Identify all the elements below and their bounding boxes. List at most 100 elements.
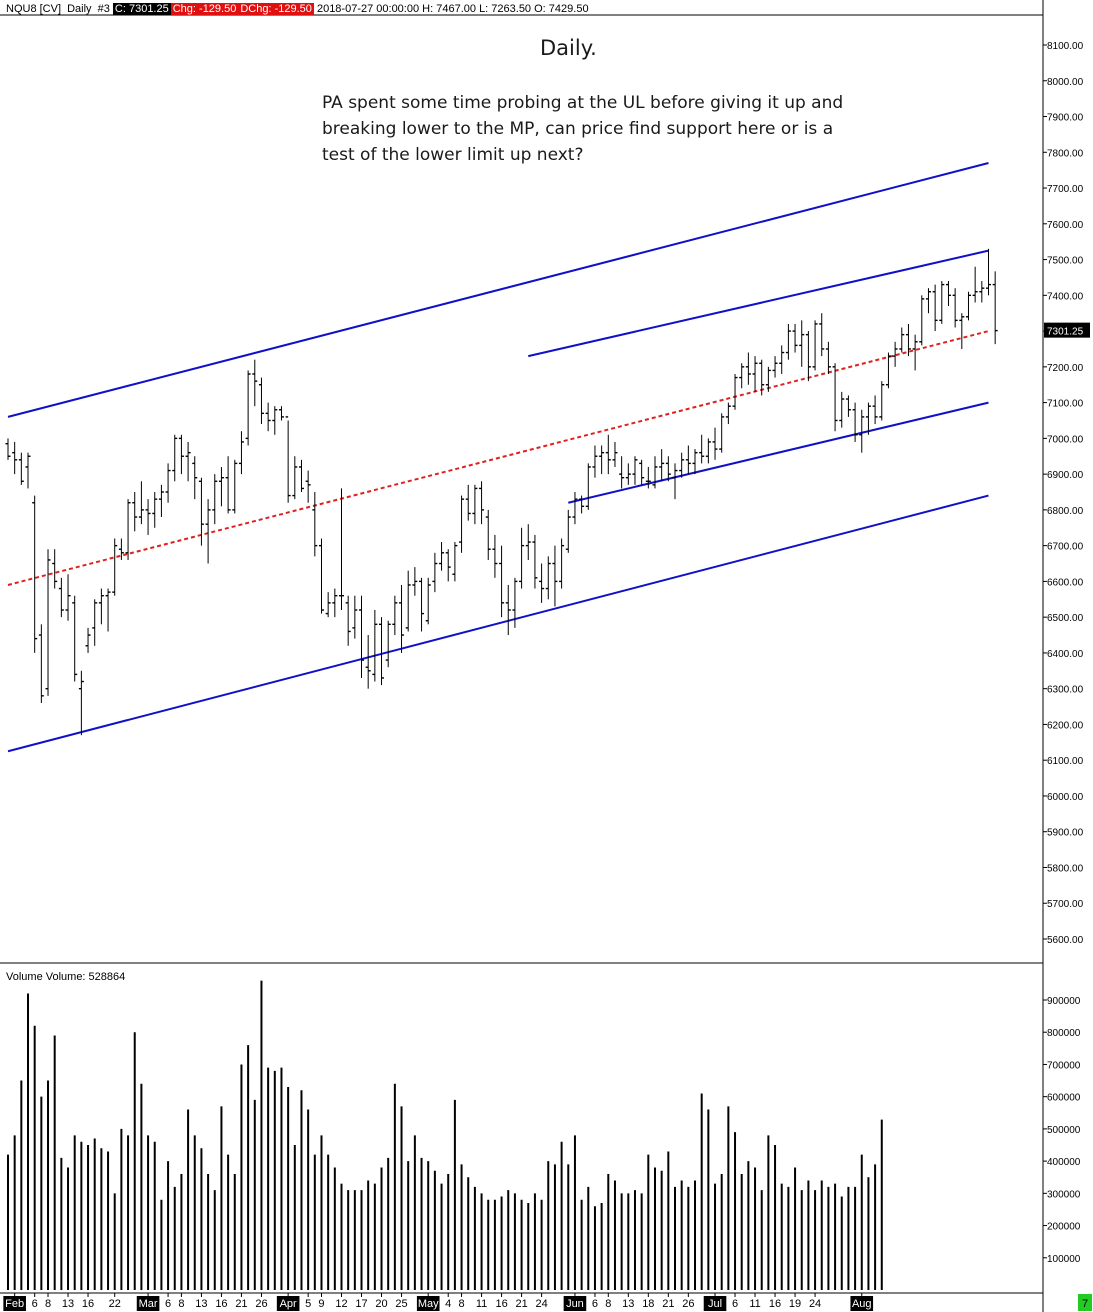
corner-badge: 7 xyxy=(1082,1298,1088,1310)
day-label: 16 xyxy=(769,1298,781,1310)
volume-tick-label: 400000 xyxy=(1047,1157,1081,1168)
volume-tick-label: 300000 xyxy=(1047,1189,1081,1200)
month-label-box xyxy=(136,1296,160,1311)
price-tick-label: 5900.00 xyxy=(1047,828,1084,839)
month-label: May xyxy=(418,1298,439,1310)
price-tick-label: 6200.00 xyxy=(1047,720,1084,731)
month-label: Apr xyxy=(280,1298,297,1310)
day-label: 6 xyxy=(32,1298,38,1310)
day-label: 24 xyxy=(535,1298,547,1310)
day-label: 11 xyxy=(749,1298,760,1310)
month-label-box xyxy=(416,1296,440,1311)
price-tick-label: 5600.00 xyxy=(1047,935,1084,946)
day-label: 26 xyxy=(682,1298,694,1310)
month-label: Mar xyxy=(139,1298,158,1310)
header-chart-num: #3 xyxy=(97,3,110,15)
day-label: 13 xyxy=(195,1298,207,1310)
midline xyxy=(7,330,989,586)
corner-badge-box xyxy=(1078,1294,1092,1311)
volume-tick-label: 800000 xyxy=(1047,1028,1081,1039)
channel-line xyxy=(7,162,989,418)
price-tick-label: 7900.00 xyxy=(1047,113,1084,124)
day-label: 17 xyxy=(355,1298,367,1310)
price-tick-label: 7000.00 xyxy=(1047,434,1084,445)
day-label: 6 xyxy=(732,1298,738,1310)
day-label: 12 xyxy=(335,1298,347,1310)
day-label: 20 xyxy=(375,1298,387,1310)
price-tick-label: 6300.00 xyxy=(1047,685,1084,696)
month-label: Aug xyxy=(852,1298,872,1310)
volume-tick-label: 700000 xyxy=(1047,1060,1081,1071)
month-label-box xyxy=(850,1296,874,1311)
day-label: 8 xyxy=(178,1298,184,1310)
volume-tick-label: 600000 xyxy=(1047,1093,1081,1104)
volume-label: Volume Volume: 528864 xyxy=(6,971,126,983)
header-low: L: 7263.50 xyxy=(479,3,532,15)
price-tick-label: 6700.00 xyxy=(1047,542,1084,553)
price-tick-label: 7600.00 xyxy=(1047,220,1084,231)
day-label: 18 xyxy=(642,1298,654,1310)
price-tick-label: 8100.00 xyxy=(1047,41,1084,52)
month-label-box xyxy=(276,1296,300,1311)
day-label: 9 xyxy=(318,1298,324,1310)
price-tick-label: 5700.00 xyxy=(1047,899,1084,910)
header-datetime: 2018-07-27 00:00:00 xyxy=(316,3,420,15)
month-label-box xyxy=(563,1296,587,1311)
price-tick-label: 6800.00 xyxy=(1047,506,1084,517)
price-tick-label: 7800.00 xyxy=(1047,148,1084,159)
month-label: Jul xyxy=(708,1298,722,1310)
annotation-title: Daily. xyxy=(540,36,597,60)
price-tick-label: 7400.00 xyxy=(1047,291,1084,302)
day-label: 22 xyxy=(109,1298,121,1310)
price-tick-label: 6600.00 xyxy=(1047,577,1084,588)
day-label: 16 xyxy=(495,1298,507,1310)
day-label: 13 xyxy=(62,1298,74,1310)
day-label: 13 xyxy=(622,1298,634,1310)
day-label: 21 xyxy=(515,1298,527,1310)
day-label: 16 xyxy=(82,1298,94,1310)
header-symbol: NQU8 [CV] xyxy=(6,3,62,15)
header-high: H: 7467.00 xyxy=(422,3,476,15)
day-label: 5 xyxy=(305,1298,311,1310)
day-label: 6 xyxy=(592,1298,598,1310)
day-label: 19 xyxy=(789,1298,801,1310)
price-tick-label: 5800.00 xyxy=(1047,863,1084,874)
day-label: 25 xyxy=(395,1298,407,1310)
day-label: 21 xyxy=(662,1298,674,1310)
price-tick-label: 8000.00 xyxy=(1047,77,1084,88)
day-label: 4 xyxy=(445,1298,451,1310)
header-interval: Daily xyxy=(67,3,92,15)
day-label: 8 xyxy=(458,1298,464,1310)
price-tick-label: 7100.00 xyxy=(1047,399,1084,410)
day-label: 26 xyxy=(255,1298,267,1310)
price-tick-label: 6000.00 xyxy=(1047,792,1084,803)
annotation-body: PA spent some time probing at the UL bef… xyxy=(322,93,844,165)
day-label: 11 xyxy=(476,1298,487,1310)
header-dchg-box: DChg: -129.50 xyxy=(238,3,314,15)
header-chg-box: Chg: -129.50 xyxy=(170,3,239,15)
volume-tick-label: 100000 xyxy=(1047,1254,1081,1265)
channel-line xyxy=(528,249,989,358)
price-tick-label: 7200.00 xyxy=(1047,363,1084,374)
last-price-box xyxy=(1044,322,1090,338)
header-open: O: 7429.50 xyxy=(534,3,589,15)
day-label: 21 xyxy=(235,1298,247,1310)
price-tick-label: 6100.00 xyxy=(1047,756,1084,767)
price-tick-label: 7500.00 xyxy=(1047,256,1084,267)
price-tick-label: 6900.00 xyxy=(1047,470,1084,481)
month-label: Feb xyxy=(5,1298,24,1310)
volume-tick-label: 500000 xyxy=(1047,1125,1081,1136)
month-label: Jun xyxy=(566,1298,584,1310)
price-tick-label: 7700.00 xyxy=(1047,184,1084,195)
last-price-label: 7301.25 xyxy=(1047,327,1084,338)
day-label: 8 xyxy=(45,1298,51,1310)
day-label: 8 xyxy=(605,1298,611,1310)
header-close-box: C: 7301.25 xyxy=(112,3,171,15)
chart-header: NQU8 [CV] Daily #3 C: 7301.25 Chg: -129.5… xyxy=(6,2,589,17)
day-label: 24 xyxy=(809,1298,821,1310)
channel-line xyxy=(568,401,989,504)
month-label-box xyxy=(3,1296,26,1311)
day-label: 16 xyxy=(215,1298,227,1310)
